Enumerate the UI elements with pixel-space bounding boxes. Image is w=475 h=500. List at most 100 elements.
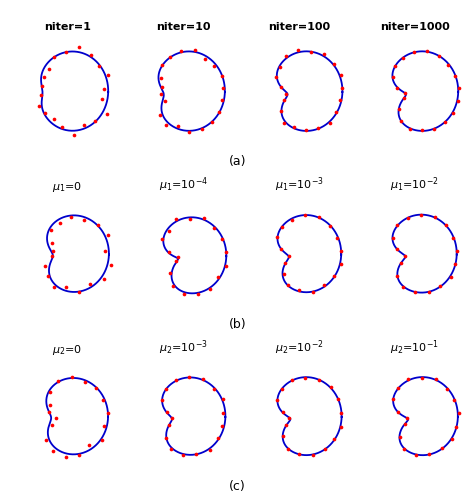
Point xyxy=(302,126,310,134)
Point xyxy=(454,96,462,104)
Point xyxy=(320,50,328,58)
Point xyxy=(48,239,56,247)
Point xyxy=(337,71,345,79)
Point xyxy=(284,444,292,452)
Point xyxy=(418,374,426,382)
Point xyxy=(285,280,292,288)
Point xyxy=(100,84,107,92)
Point xyxy=(391,62,399,70)
Point xyxy=(277,84,285,92)
Point xyxy=(218,236,226,244)
Point xyxy=(438,444,446,452)
Point xyxy=(222,262,230,270)
Point xyxy=(327,384,334,392)
Point xyxy=(337,260,345,268)
Point xyxy=(48,421,56,429)
Point xyxy=(86,280,94,288)
Point xyxy=(156,110,164,118)
Point xyxy=(397,259,404,267)
Point xyxy=(277,107,285,115)
Point xyxy=(180,290,188,298)
Point xyxy=(295,450,303,458)
Point xyxy=(68,372,76,380)
Point xyxy=(56,220,64,228)
Point xyxy=(185,374,193,382)
Point xyxy=(52,414,60,422)
Point xyxy=(338,84,346,92)
Point xyxy=(104,71,112,79)
Point xyxy=(301,211,309,219)
Point xyxy=(199,376,207,384)
Point xyxy=(280,96,287,104)
Text: $\boldsymbol{\mu_1}$=0: $\boldsymbol{\mu_1}$=0 xyxy=(52,180,83,194)
Point xyxy=(174,253,181,261)
Point xyxy=(45,408,53,416)
Point xyxy=(186,215,193,223)
Point xyxy=(273,234,281,241)
Point xyxy=(335,396,342,404)
Text: $\boldsymbol{\mu_1}$=10$^{-3}$: $\boldsymbol{\mu_1}$=10$^{-3}$ xyxy=(275,176,323,195)
Point xyxy=(210,224,218,232)
Point xyxy=(309,288,316,296)
Point xyxy=(161,97,169,105)
Point xyxy=(447,273,455,281)
Point xyxy=(437,282,444,290)
Point xyxy=(214,434,221,442)
Point xyxy=(92,117,99,125)
Point xyxy=(393,84,401,92)
Point xyxy=(218,422,226,430)
Point xyxy=(295,286,303,294)
Point xyxy=(219,395,227,403)
Point xyxy=(157,90,164,98)
Point xyxy=(174,122,182,130)
Point xyxy=(172,258,180,266)
Point xyxy=(426,450,433,458)
Point xyxy=(393,245,400,253)
Text: (c): (c) xyxy=(229,480,246,494)
Point xyxy=(278,223,286,231)
Point xyxy=(395,105,403,113)
Point xyxy=(423,48,430,56)
Point xyxy=(172,215,180,223)
Point xyxy=(49,446,57,454)
Point xyxy=(337,409,344,417)
Text: (a): (a) xyxy=(229,156,246,168)
Point xyxy=(320,281,328,289)
Text: $\boldsymbol{\mu_2}$=0: $\boldsymbol{\mu_2}$=0 xyxy=(52,343,83,357)
Text: niter=1: niter=1 xyxy=(44,22,91,32)
Point xyxy=(326,119,333,127)
Point xyxy=(400,94,408,102)
Point xyxy=(162,120,170,128)
Point xyxy=(210,385,218,393)
Point xyxy=(283,420,290,428)
Point xyxy=(158,83,165,91)
Point xyxy=(449,234,456,241)
Point xyxy=(168,446,175,454)
Point xyxy=(219,84,227,92)
Point xyxy=(454,246,461,254)
Point xyxy=(45,64,53,72)
Point xyxy=(401,252,409,260)
Point xyxy=(450,396,458,404)
Point xyxy=(158,396,165,404)
Point xyxy=(449,108,457,116)
Point xyxy=(418,126,426,134)
Point xyxy=(98,95,106,103)
Point xyxy=(336,96,344,104)
Point xyxy=(218,72,226,80)
Point xyxy=(50,53,58,61)
Point xyxy=(445,60,452,68)
Point xyxy=(410,48,418,56)
Point xyxy=(397,118,404,126)
Point xyxy=(70,131,78,139)
Point xyxy=(277,245,285,253)
Point xyxy=(337,246,345,254)
Point xyxy=(222,248,230,256)
Text: niter=10: niter=10 xyxy=(156,22,210,32)
Point xyxy=(101,275,108,283)
Point xyxy=(394,408,401,416)
Point xyxy=(76,450,83,458)
Point xyxy=(48,252,56,260)
Point xyxy=(309,450,316,458)
Point xyxy=(166,52,173,60)
